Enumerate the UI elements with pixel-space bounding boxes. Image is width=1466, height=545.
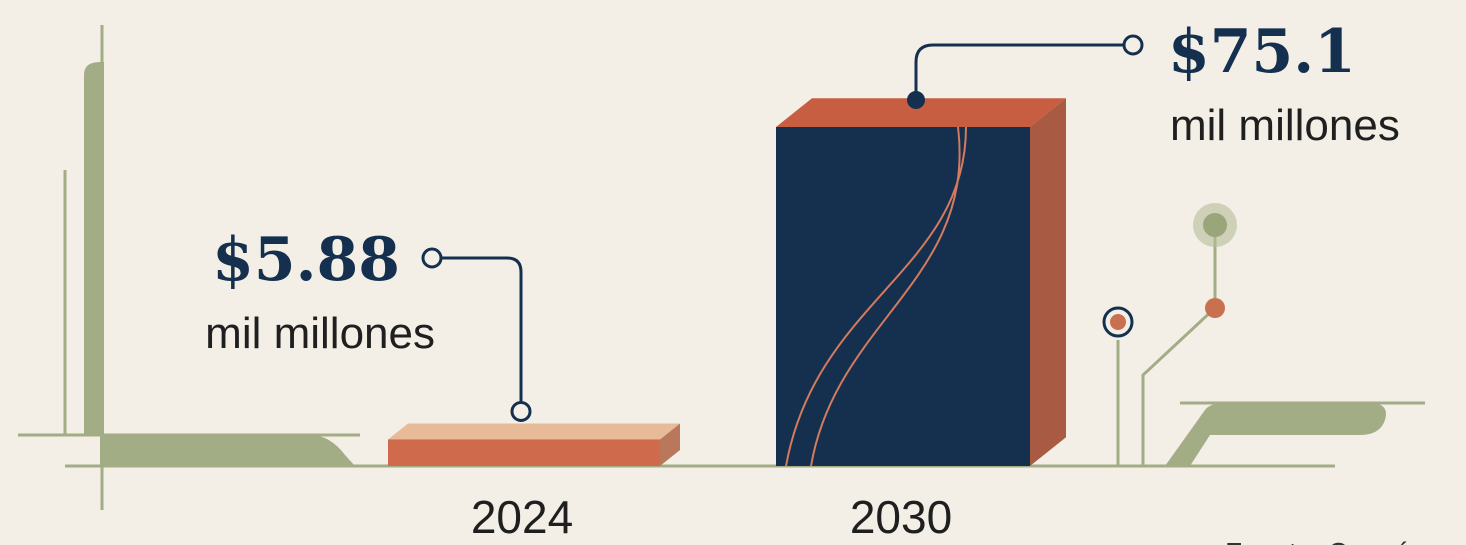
decoration [84, 62, 104, 435]
decoration [1205, 298, 1225, 318]
connector-dot [907, 91, 925, 109]
connector [441, 256, 523, 403]
decoration [100, 435, 355, 466]
x-tick-label: 2024 [471, 491, 573, 543]
connector-end [421, 247, 443, 269]
bars: 2024 $5.88 mil millones 2030 $75.1 mil millon… [205, 17, 1400, 543]
unit-label: mil millones [205, 309, 435, 358]
unit-label: mil millones [1170, 101, 1400, 150]
connector-end [510, 400, 532, 422]
connector-end [1122, 34, 1144, 56]
value-label: $5.88 [212, 225, 400, 295]
decoration [1165, 403, 1386, 466]
decoration [1203, 213, 1227, 237]
value-label: $75.1 [1168, 17, 1356, 87]
decoration [1110, 314, 1126, 330]
connector [914, 43, 1124, 63]
bar-side [660, 423, 680, 466]
bar-top [776, 98, 1066, 127]
source: Fuente: Cognós [1225, 537, 1424, 545]
bar-side [1030, 98, 1066, 466]
bar [388, 439, 660, 466]
bar-top [388, 423, 680, 440]
x-tick-label: 2030 [850, 491, 952, 543]
decoration [810, 126, 961, 467]
